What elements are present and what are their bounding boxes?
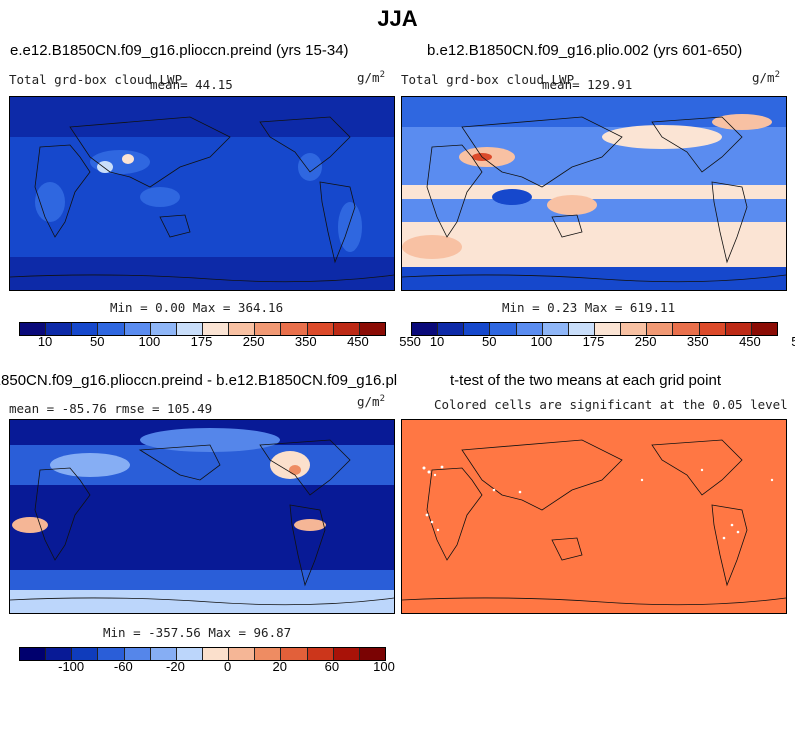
colorbar-swatch [333,323,360,335]
colorbar-tick-label: 50 [481,334,497,349]
colorbar-tick-label: 20 [272,659,287,674]
colorbar-tick-label: 450 [347,334,369,349]
colorbar-tick-label: 450 [739,334,761,349]
colorbar-swatch [281,648,308,660]
colorbar-tick-label: -20 [166,659,185,674]
panel4-title: t-test of the two means at each grid poi… [450,372,721,389]
colorbar-swatch [98,323,125,335]
figure-title: JJA [377,6,418,31]
colorbar-tick-label: 175 [582,334,605,349]
colorbar-swatch [542,323,569,335]
colorbar-swatch [98,648,125,660]
panel4-subtitle: Colored cells are significant at the 0.0… [434,397,788,412]
colorbar-swatch [72,648,99,660]
panel1-minmax: Min = 0.00 Max = 364.16 [110,300,284,315]
panel2-minmax: Min = 0.23 Max = 619.11 [502,300,676,315]
colorbar-swatch [46,648,73,660]
colorbar-swatch [176,323,203,335]
colorbar-swatch [124,323,151,335]
panel2-units: g/m2 [752,70,780,86]
colorbar-tick-label: 350 [686,334,709,349]
colorbar-swatch [307,323,334,335]
colorbar-swatch [490,323,517,335]
colorbar-swatch [673,323,700,335]
panel2-mean: mean= 129.91 [542,77,633,92]
colorbar-tick-label: 550 [399,334,421,349]
panel1-map [9,96,395,291]
colorbar-swatch [255,648,282,660]
colorbar-tick-label: 350 [294,334,317,349]
colorbar-tick-label: 250 [242,334,265,349]
colorbar-swatch [412,323,439,335]
colorbar-swatch [20,323,47,335]
colorbar-swatch [46,323,73,335]
panel1-mean: mean= 44.15 [150,77,233,92]
colorbar-swatch [359,648,385,660]
panel3-title: e.e12.B1850CN.f09_g16.plioccn.preind - b… [0,372,398,389]
colorbar-swatch [176,648,203,660]
colorbar-swatch [359,323,385,335]
colorbar-tick-label: -60 [113,659,133,674]
colorbar-swatch [568,323,595,335]
colorbar-tick-label: 175 [190,334,213,349]
colorbar-swatch [229,323,256,335]
panel2-title: b.e12.B1850CN.f09_g16.plio.002 (yrs 601-… [427,42,743,59]
colorbar-swatch [124,648,151,660]
colorbar-swatch [72,323,99,335]
colorbar-tick-label: 10 [37,334,53,349]
panel1-var-label: Total grd-box cloud LWP [9,72,183,87]
colorbar-swatch [751,323,777,335]
colorbar-swatch [202,323,230,335]
colorbar-tick-label: 0 [223,659,232,674]
colorbar-tick-label: 100 [138,334,161,349]
panel3-stats: mean = -85.76 rmse = 105.49 [9,401,213,416]
colorbar-swatch [229,648,256,660]
panel1-title: e.e12.B1850CN.f09_g16.plioccn.preind (yr… [10,42,349,59]
colorbar-swatch [202,648,230,660]
colorbar-swatch [516,323,543,335]
colorbar-swatch [333,648,360,660]
colorbar-tick-label: 550 [791,334,795,349]
colorbar-swatch [464,323,491,335]
colorbar-swatch [621,323,648,335]
panel3-units: g/m2 [357,394,385,410]
colorbar-swatch [699,323,726,335]
colorbar-tick-label: 10 [429,334,445,349]
panel3-colorbar [19,647,386,661]
colorbar-tick-label: 100 [530,334,553,349]
colorbar-swatch [594,323,622,335]
colorbar-swatch [150,648,177,660]
colorbar-swatch [255,323,282,335]
colorbar-tick-label: 60 [324,659,340,674]
panel2-map [401,96,787,291]
colorbar-swatch [307,648,334,660]
colorbar-tick-label: 50 [89,334,105,349]
panel3-title-clip: e.e12.B1850CN.f09_g16.plioccn.preind - b… [0,370,398,392]
colorbar-swatch [647,323,674,335]
panel1-units: g/m2 [357,70,385,86]
panel2-colorbar [411,322,778,336]
panel3-map [9,419,395,614]
panel1-colorbar [19,322,386,336]
colorbar-swatch [281,323,308,335]
panel2-var-label: Total grd-box cloud LWP [401,72,575,87]
colorbar-swatch [438,323,465,335]
colorbar-tick-label: 100 [373,659,395,674]
panel3-minmax: Min = -357.56 Max = 96.87 [103,625,292,640]
colorbar-tick-label: -100 [58,659,85,674]
colorbar-swatch [725,323,752,335]
colorbar-swatch [20,648,47,660]
panel4-map [401,419,787,614]
colorbar-tick-label: 250 [634,334,657,349]
colorbar-swatch [150,323,177,335]
